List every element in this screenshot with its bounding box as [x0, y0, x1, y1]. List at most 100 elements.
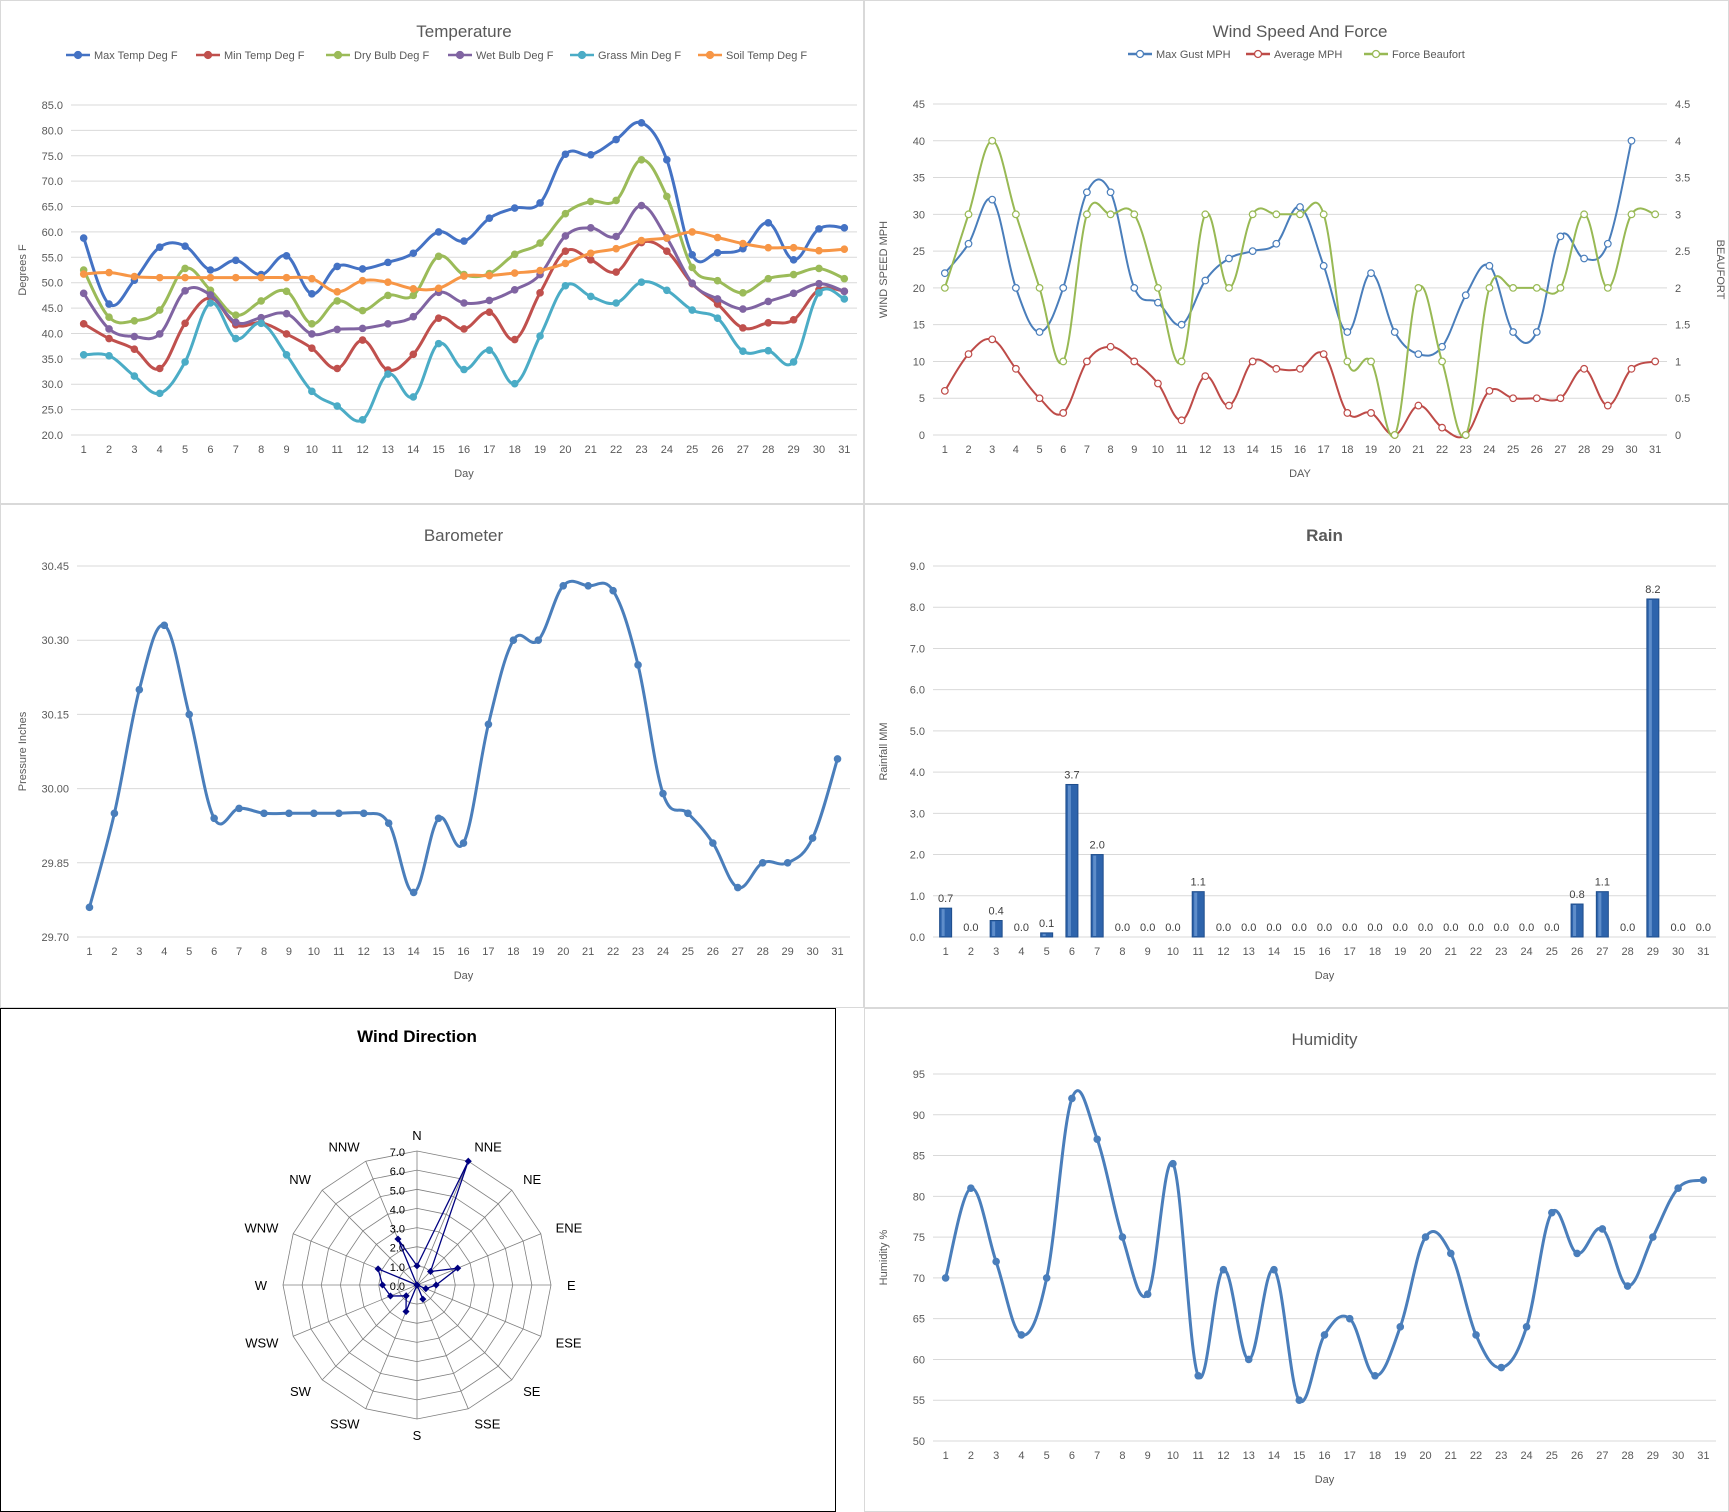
data-point [282, 350, 291, 359]
data-point [282, 330, 291, 338]
y-tick-label: 45 [913, 99, 925, 111]
data-point [333, 288, 342, 296]
data-label: 0.0 [1418, 922, 1433, 934]
y2-tick-label: 2 [1675, 283, 1681, 295]
y-tick-label: 4.0 [910, 767, 925, 779]
legend-marker [73, 50, 83, 60]
data-label: 0.0 [1670, 922, 1685, 934]
data-point [688, 279, 696, 288]
x-tick-label: 21 [1412, 444, 1424, 456]
data-point [105, 300, 113, 308]
data-point [1093, 1135, 1101, 1144]
x-tick-label: 4 [1018, 1450, 1024, 1462]
data-point [358, 276, 367, 285]
data-point [1556, 283, 1565, 292]
x-tick-label: 9 [1131, 444, 1137, 456]
direction-label: SSE [474, 1417, 500, 1432]
data-point [333, 402, 342, 410]
data-point [384, 320, 392, 328]
data-point [1438, 423, 1446, 432]
data-point [964, 239, 973, 248]
x-tick-label: 1 [942, 444, 948, 456]
data-point [155, 364, 164, 373]
y-tick-label: 70.0 [42, 176, 63, 188]
x-tick-label: 21 [1445, 946, 1457, 958]
x-tick-label: 11 [333, 946, 344, 958]
data-point [358, 336, 367, 344]
data-point [534, 636, 543, 645]
x-tick-label: 28 [762, 444, 774, 456]
legend-marker [455, 50, 465, 60]
x-tick-label: 12 [1217, 946, 1229, 958]
data-point [460, 365, 468, 374]
x-tick-label: 10 [1167, 1450, 1179, 1462]
x-tick-label: 23 [632, 946, 644, 958]
data-point [1446, 1249, 1455, 1258]
x-tick-label: 9 [1145, 946, 1151, 958]
x-axis-label: Day [1315, 1474, 1335, 1486]
x-tick-label: 11 [332, 444, 343, 456]
data-point [1485, 386, 1494, 395]
data-point [1532, 328, 1541, 336]
data-point [460, 299, 468, 307]
data-point [434, 228, 443, 236]
data-label: 0.4 [988, 906, 1003, 918]
data-point [713, 276, 722, 285]
data-point [484, 720, 493, 729]
chart-title: Rain [1306, 526, 1343, 545]
y-tick-label: 30 [913, 209, 925, 221]
data-point [79, 350, 88, 359]
data-point [1580, 254, 1589, 263]
data-point [1177, 320, 1186, 329]
data-point [409, 888, 418, 897]
y-tick-label: 0.0 [910, 932, 925, 944]
data-point [586, 256, 595, 264]
data-point [940, 283, 949, 292]
data-point [1485, 261, 1494, 270]
data-point [434, 814, 443, 823]
data-point [1296, 364, 1304, 373]
data-point [308, 387, 316, 396]
data-point [1319, 261, 1328, 270]
data-point [1396, 1323, 1405, 1331]
x-tick-label: 13 [1243, 946, 1255, 958]
x-tick-label: 10 [306, 444, 318, 456]
data-point [130, 332, 139, 341]
data-point [1177, 416, 1186, 425]
x-tick-label: 24 [661, 444, 673, 456]
x-tick-label: 12 [1199, 444, 1211, 456]
legend-marker [1135, 49, 1145, 59]
data-point [586, 150, 595, 159]
data-point [637, 236, 646, 245]
x-tick-label: 17 [482, 946, 494, 958]
data-point [510, 379, 519, 388]
data-point [130, 372, 139, 380]
data-label: 0.0 [1393, 922, 1408, 934]
x-tick-label: 4 [161, 946, 167, 958]
x-tick-label: 13 [1243, 1450, 1255, 1462]
x-axis-label: Day [454, 970, 474, 982]
x-tick-label: 14 [1268, 946, 1280, 958]
y2-tick-label: 1.5 [1675, 320, 1690, 332]
data-point [764, 346, 773, 355]
x-tick-label: 7 [1084, 444, 1090, 456]
y-tick-label: 0 [919, 430, 925, 442]
x-tick-label: 29 [782, 946, 794, 958]
data-point [988, 136, 997, 145]
data-point [1035, 394, 1044, 403]
chart-title: Barometer [424, 526, 504, 545]
data-point [1319, 210, 1328, 219]
data-point [536, 239, 544, 247]
y-tick-label: 80 [913, 1191, 925, 1203]
data-point [510, 204, 519, 212]
data-label: 0.0 [1494, 922, 1509, 934]
x-tick-label: 26 [711, 444, 723, 456]
x-tick-label: 8 [1119, 1450, 1125, 1462]
x-tick-label: 23 [1460, 444, 1472, 456]
x-tick-label: 21 [582, 946, 594, 958]
data-point [510, 285, 519, 294]
data-point [612, 232, 620, 241]
data-point [764, 274, 773, 283]
data-label: 0.0 [1544, 922, 1559, 934]
x-tick-label: 29 [1647, 946, 1659, 958]
